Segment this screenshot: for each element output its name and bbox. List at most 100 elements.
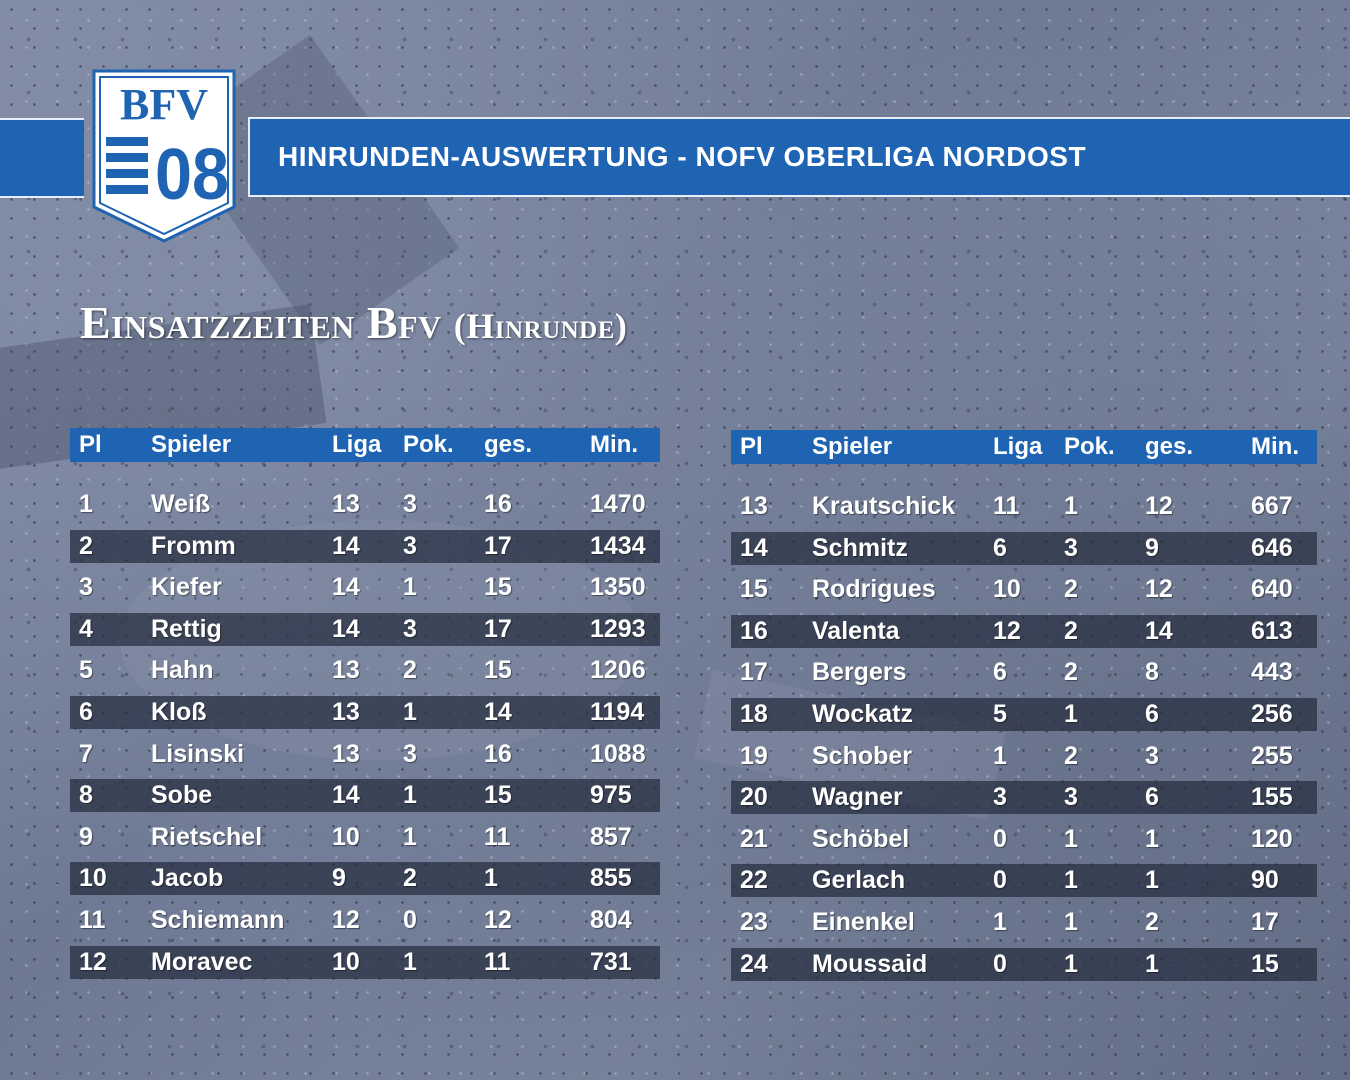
section-title: Einsatzzeiten Bfv (Hinrunde): [80, 296, 627, 349]
cell-spieler: Sobe: [151, 781, 213, 810]
header-banner: HINRUNDEN-AUSWERTUNG - NOFV OBERLIGA NOR…: [248, 117, 1350, 197]
cell-pl: 9: [79, 822, 93, 851]
cell-spieler: Wagner: [812, 783, 903, 812]
header-spieler: Spieler: [812, 433, 893, 460]
cell-pl: 23: [740, 907, 768, 936]
cell-pl: 19: [740, 741, 768, 770]
cell-pok: 1: [1064, 949, 1078, 978]
cell-liga: 10: [993, 575, 1021, 604]
table-row: 6 Kloß 13 1 14 1194: [70, 695, 660, 729]
cell-spieler: Kiefer: [151, 573, 222, 602]
cell-min: 155: [1251, 783, 1293, 812]
section-title-main: Einsatzzeiten Bfv: [80, 297, 442, 348]
cell-ges: 1: [1145, 866, 1159, 895]
header-min: Min.: [590, 431, 638, 458]
cell-liga: 13: [332, 697, 360, 726]
cell-pok: 3: [1064, 783, 1078, 812]
table-row: 1 Weiß 13 3 16 1470: [70, 488, 660, 521]
cell-min: 1194: [590, 697, 645, 726]
playing-time-table-left: Pl Spieler Liga Pok. ges. Min. 1 Weiß 13 3 1…: [70, 428, 660, 987]
cell-pl: 21: [740, 824, 768, 853]
cell-ges: 9: [1145, 533, 1159, 562]
cell-liga: 14: [332, 614, 360, 643]
cell-pl: 6: [79, 697, 93, 726]
cell-liga: 13: [332, 490, 360, 518]
cell-min: 256: [1251, 699, 1293, 728]
cell-min: 646: [1251, 533, 1293, 562]
cell-pl: 16: [740, 616, 768, 645]
cell-pok: 2: [403, 656, 417, 685]
cell-min: 855: [590, 864, 632, 893]
cell-min: 1206: [590, 656, 646, 685]
table-row: 10 Jacob 9 2 1 855: [70, 862, 660, 896]
cell-min: 1470: [590, 490, 646, 518]
table-row: 5 Hahn 13 2 15 1206: [70, 654, 660, 687]
table-row: 15 Rodrigues 10 2 12 640: [731, 573, 1317, 606]
table-row: 18 Wockatz 5 1 6 256: [731, 697, 1317, 731]
table-row: 7 Lisinski 13 3 16 1088: [70, 738, 660, 771]
cell-spieler: Rodrigues: [812, 575, 936, 604]
cell-spieler: Moravec: [151, 947, 253, 976]
cell-min: 804: [590, 905, 632, 934]
cell-pl: 3: [79, 573, 93, 602]
club-logo: BFV 08: [92, 69, 236, 243]
cell-ges: 11: [484, 947, 511, 976]
cell-pl: 7: [79, 739, 93, 768]
cell-liga: 3: [993, 783, 1007, 812]
header-banner-left: [0, 118, 84, 198]
cell-ges: 16: [484, 490, 512, 518]
cell-pl: 10: [79, 864, 107, 893]
table-row: 2 Fromm 14 3 17 1434: [70, 529, 660, 563]
cell-pl: 4: [79, 614, 93, 643]
table-row: 12 Moravec 10 1 11 731: [70, 945, 660, 979]
table-row: 14 Schmitz 6 3 9 646: [731, 531, 1317, 565]
cell-min: 731: [590, 947, 632, 976]
header-pl: Pl: [740, 433, 763, 460]
header-pok: Pok.: [403, 431, 454, 458]
table-row: 13 Krautschick 11 1 12 667: [731, 490, 1317, 523]
cell-pl: 15: [740, 575, 768, 604]
cell-ges: 1: [1145, 949, 1159, 978]
cell-min: 1350: [590, 573, 646, 602]
cell-pl: 5: [79, 656, 93, 685]
cell-liga: 12: [993, 616, 1021, 645]
header-pl: Pl: [79, 431, 102, 458]
cell-liga: 9: [332, 864, 346, 893]
cell-pok: 3: [403, 531, 417, 560]
cell-min: 255: [1251, 741, 1293, 770]
cell-pl: 1: [79, 490, 93, 518]
cell-ges: 12: [1145, 575, 1173, 604]
table-row: 20 Wagner 3 3 6 155: [731, 781, 1317, 815]
cell-min: 975: [590, 781, 632, 810]
cell-liga: 1: [993, 741, 1007, 770]
table-header: Pl Spieler Liga Pok. ges. Min.: [731, 430, 1317, 464]
cell-pok: 1: [403, 947, 417, 976]
cell-min: 120: [1251, 824, 1293, 853]
cell-spieler: Weiß: [151, 490, 211, 518]
cell-liga: 5: [993, 699, 1007, 728]
header-title: HINRUNDEN-AUSWERTUNG - NOFV OBERLIGA NOR…: [278, 141, 1087, 172]
cell-spieler: Fromm: [151, 531, 236, 560]
cell-spieler: Gerlach: [812, 866, 906, 895]
cell-spieler: Jacob: [151, 864, 224, 893]
cell-min: 443: [1251, 658, 1293, 687]
cell-spieler: Einenkel: [812, 907, 915, 936]
table-row: 4 Rettig 14 3 17 1293: [70, 612, 660, 646]
cell-pl: 17: [740, 658, 768, 687]
cell-pok: 3: [1064, 533, 1078, 562]
cell-pl: 24: [740, 949, 768, 978]
cell-min: 17: [1251, 907, 1279, 936]
cell-liga: 0: [993, 866, 1007, 895]
cell-min: 667: [1251, 492, 1293, 520]
cell-liga: 14: [332, 531, 360, 560]
cell-spieler: Bergers: [812, 658, 907, 687]
cell-ges: 3: [1145, 741, 1159, 770]
cell-spieler: Wockatz: [812, 699, 913, 728]
cell-pok: 1: [1064, 492, 1078, 520]
cell-ges: 15: [484, 573, 512, 602]
cell-pl: 20: [740, 783, 768, 812]
cell-pok: 1: [1064, 866, 1078, 895]
cell-pok: 1: [1064, 907, 1078, 936]
cell-ges: 8: [1145, 658, 1159, 687]
cell-pok: 3: [403, 739, 417, 768]
